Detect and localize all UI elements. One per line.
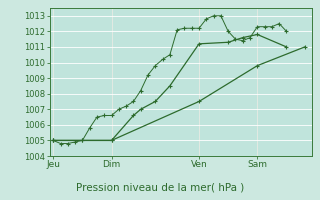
Text: Pression niveau de la mer( hPa ): Pression niveau de la mer( hPa ): [76, 182, 244, 192]
